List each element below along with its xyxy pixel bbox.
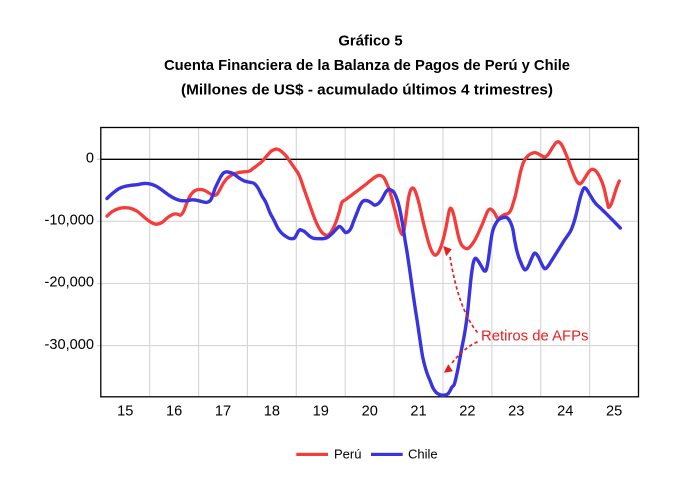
svg-text:24: 24 xyxy=(557,404,573,420)
svg-text:0: 0 xyxy=(86,151,94,167)
svg-text:21: 21 xyxy=(410,404,426,420)
svg-text:(Millones de US$ - acumulado ú: (Millones de US$ - acumulado últimos 4 t… xyxy=(181,83,553,99)
svg-text:Retiros de AFPs: Retiros de AFPs xyxy=(481,327,589,344)
svg-text:23: 23 xyxy=(508,404,524,420)
svg-text:Chile: Chile xyxy=(408,447,438,462)
svg-text:Perú: Perú xyxy=(334,447,361,462)
svg-text:16: 16 xyxy=(166,404,182,420)
svg-text:-30,000: -30,000 xyxy=(45,337,95,353)
svg-text:18: 18 xyxy=(264,404,280,420)
svg-text:-10,000: -10,000 xyxy=(45,213,95,229)
svg-text:-20,000: -20,000 xyxy=(45,275,95,291)
svg-text:Gráfico 5: Gráfico 5 xyxy=(338,34,402,50)
svg-text:22: 22 xyxy=(459,404,475,420)
svg-text:25: 25 xyxy=(606,404,622,420)
svg-text:Cuenta Financiera de la Balanz: Cuenta Financiera de la Balanza de Pagos… xyxy=(164,58,570,74)
svg-text:15: 15 xyxy=(117,404,133,420)
svg-text:20: 20 xyxy=(362,404,378,420)
svg-text:19: 19 xyxy=(313,404,329,420)
svg-text:17: 17 xyxy=(215,404,231,420)
